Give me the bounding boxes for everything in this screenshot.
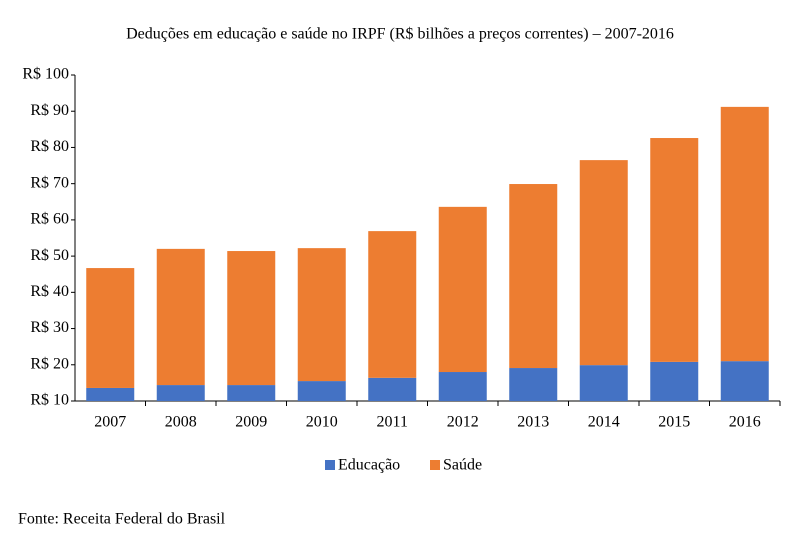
x-tick-label: 2014 xyxy=(588,414,620,431)
y-tick-label: R$ 10 xyxy=(30,392,69,409)
bar-segment xyxy=(297,248,346,382)
bar-segment xyxy=(368,231,417,378)
bar-segment xyxy=(227,251,276,386)
y-tick-label: R$ 40 xyxy=(30,283,69,300)
legend-swatch xyxy=(325,460,335,470)
chart-title: Deduções em educação e saúde no IRPF (R$… xyxy=(126,26,674,43)
x-tick-label: 2016 xyxy=(729,414,761,431)
x-tick-label: 2010 xyxy=(306,414,338,431)
y-tick-label: R$ 70 xyxy=(30,174,69,191)
legend-swatch xyxy=(430,460,440,470)
bar-segment xyxy=(579,160,628,366)
y-tick-label: R$ 20 xyxy=(30,355,69,372)
bar-segment xyxy=(438,372,487,401)
bar-segment xyxy=(509,184,558,369)
legend-label: Educação xyxy=(338,457,400,474)
y-tick-label: R$ 80 xyxy=(30,138,69,155)
bar-segment xyxy=(86,268,135,388)
y-tick-label: R$ 30 xyxy=(30,319,69,336)
y-tick-label: R$ 100 xyxy=(22,66,69,83)
legend-label: Saúde xyxy=(443,457,482,474)
bar-segment xyxy=(579,365,628,401)
bar-segment xyxy=(720,106,769,362)
x-tick-label: 2009 xyxy=(235,414,267,431)
source-note: Fonte: Receita Federal do Brasil xyxy=(18,511,226,528)
y-tick-label: R$ 60 xyxy=(30,211,69,228)
x-tick-label: 2011 xyxy=(377,414,408,431)
bar-segment xyxy=(509,368,558,401)
y-tick-label: R$ 50 xyxy=(30,247,69,264)
bar-segment xyxy=(156,385,205,401)
bar-segment xyxy=(86,387,135,401)
x-tick-label: 2012 xyxy=(447,414,479,431)
x-tick-label: 2007 xyxy=(94,414,126,431)
bar-segment xyxy=(297,381,346,401)
bar-segment xyxy=(650,361,699,401)
bar-segment xyxy=(650,138,699,362)
x-tick-label: 2008 xyxy=(165,414,197,431)
bar-segment xyxy=(720,361,769,401)
bar-segment xyxy=(438,206,487,373)
y-tick-label: R$ 90 xyxy=(30,102,69,119)
bar-segment xyxy=(368,377,417,401)
bar-segment xyxy=(227,385,276,401)
x-tick-label: 2013 xyxy=(517,414,549,431)
x-tick-label: 2015 xyxy=(658,414,690,431)
bar-segment xyxy=(156,248,205,386)
